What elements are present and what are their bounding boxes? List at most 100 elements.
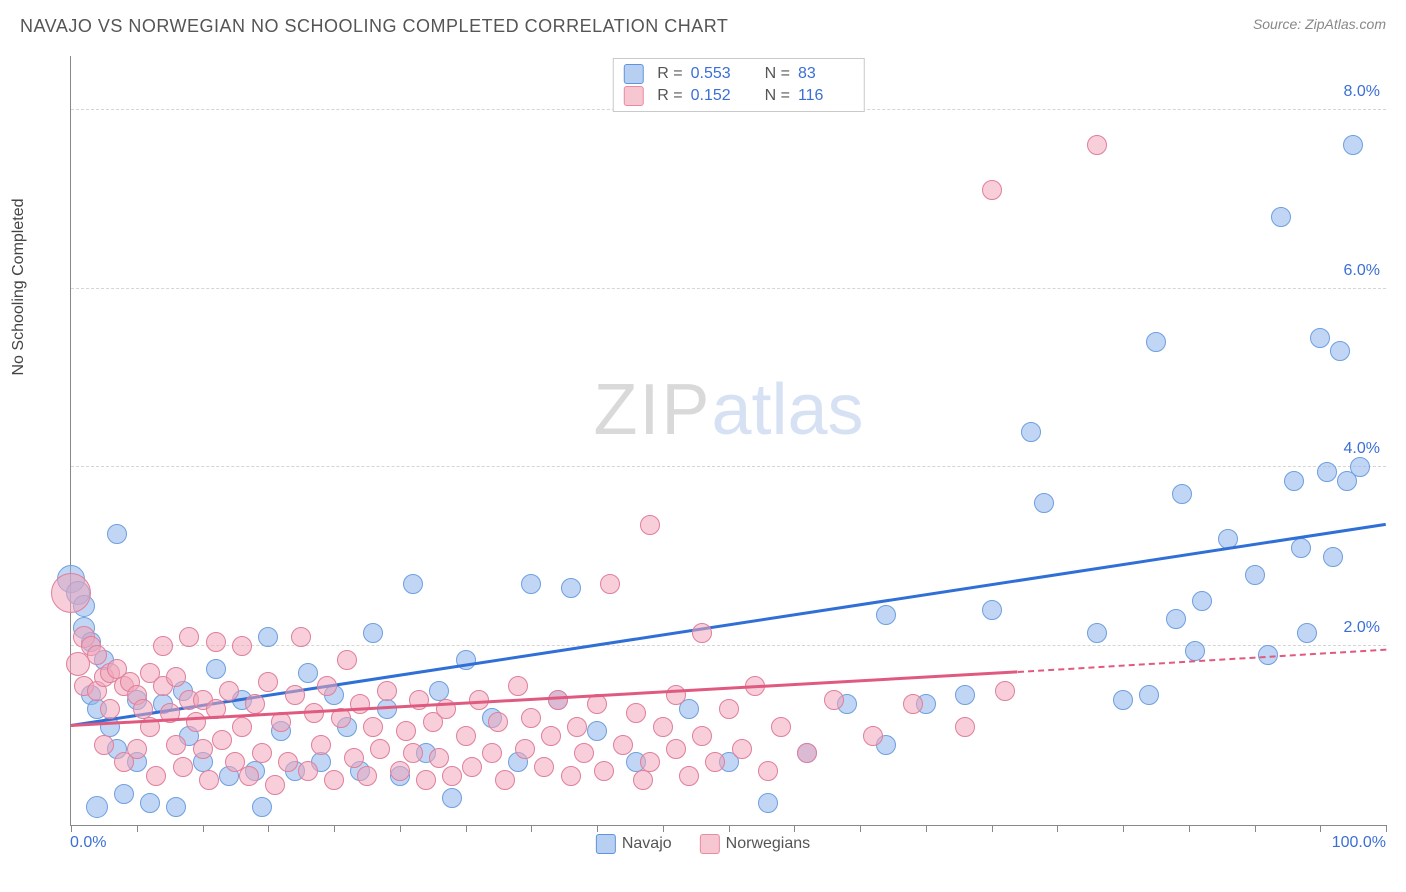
navajo-point: [1021, 422, 1041, 442]
legend-label: Norwegians: [726, 835, 810, 852]
norwegians-point: [692, 623, 712, 643]
x-tick: [1189, 825, 1190, 832]
x-tick: [860, 825, 861, 832]
x-tick: [1057, 825, 1058, 832]
norwegians-point: [324, 770, 344, 790]
navajo-point: [1323, 547, 1343, 567]
x-tick: [992, 825, 993, 832]
norwegians-point: [515, 739, 535, 759]
navajo-point: [1245, 565, 1265, 585]
norwegians-point: [377, 681, 397, 701]
navajo-point: [1113, 690, 1133, 710]
norwegians-point: [653, 717, 673, 737]
y-tick-label: 6.0%: [1344, 262, 1380, 280]
navajo-point: [1317, 462, 1337, 482]
x-tick: [1255, 825, 1256, 832]
norwegians-point: [245, 694, 265, 714]
navajo-point: [758, 793, 778, 813]
norwegians-point: [640, 752, 660, 772]
norwegians-point: [370, 739, 390, 759]
navajo-point: [403, 574, 423, 594]
series-legend: Navajo Norwegians: [596, 834, 810, 854]
legend-swatch: [623, 86, 643, 106]
navajo-point: [1034, 493, 1054, 513]
correlation-legend-row: R =0.553N =83: [621, 63, 856, 85]
norwegians-point: [350, 694, 370, 714]
y-tick-label: 8.0%: [1344, 83, 1380, 101]
norwegians-point: [462, 757, 482, 777]
navajo-point: [1284, 471, 1304, 491]
norwegians-point: [574, 743, 594, 763]
navajo-point: [1166, 609, 1186, 629]
x-tick: [1320, 825, 1321, 832]
norwegians-point: [995, 681, 1015, 701]
navajo-point: [521, 574, 541, 594]
norwegians-point: [66, 652, 90, 676]
norwegians-point: [206, 632, 226, 652]
gridline: [71, 288, 1386, 289]
norwegians-point: [285, 685, 305, 705]
norwegians-point: [982, 180, 1002, 200]
norwegians-point: [298, 761, 318, 781]
x-tick: [137, 825, 138, 832]
x-tick: [71, 825, 72, 832]
navajo-point: [107, 524, 127, 544]
legend-swatch: [596, 834, 616, 854]
navajo-point: [442, 788, 462, 808]
y-tick-label: 4.0%: [1344, 440, 1380, 458]
watermark: ZIPatlas: [593, 369, 863, 451]
navajo-point: [1330, 341, 1350, 361]
norwegians-point: [199, 770, 219, 790]
x-tick: [334, 825, 335, 832]
legend-swatch: [700, 834, 720, 854]
norwegians-point: [357, 766, 377, 786]
norwegians-point: [508, 676, 528, 696]
norwegians-point: [705, 752, 725, 772]
navajo-point: [1310, 328, 1330, 348]
navajo-point: [206, 659, 226, 679]
x-tick: [466, 825, 467, 832]
norwegians-point: [304, 703, 324, 723]
norwegians-point: [863, 726, 883, 746]
norwegians-point: [390, 761, 410, 781]
norwegians-point: [252, 743, 272, 763]
norwegians-point: [587, 694, 607, 714]
navajo-point: [1146, 332, 1166, 352]
norwegians-point: [317, 676, 337, 696]
chart-title: NAVAJO VS NORWEGIAN NO SCHOOLING COMPLET…: [20, 16, 728, 37]
norwegians-point: [548, 690, 568, 710]
norwegians-point: [193, 739, 213, 759]
norwegians-point: [521, 708, 541, 728]
r-value: 0.152: [691, 87, 747, 105]
legend-item: Navajo: [596, 834, 672, 854]
norwegians-point: [87, 645, 107, 665]
navajo-point: [258, 627, 278, 647]
x-tick: [597, 825, 598, 832]
n-value: 83: [798, 65, 854, 83]
n-label: N =: [765, 65, 790, 83]
norwegians-point: [179, 627, 199, 647]
source-name: ZipAtlas.com: [1305, 16, 1386, 32]
x-tick: [663, 825, 664, 832]
navajo-point: [114, 784, 134, 804]
x-axis-min-label: 0.0%: [70, 834, 106, 852]
navajo-point: [1139, 685, 1159, 705]
y-tick-label: 2.0%: [1344, 619, 1380, 637]
norwegians-point: [561, 766, 581, 786]
legend-label: Navajo: [622, 835, 672, 852]
norwegians-point: [166, 667, 186, 687]
norwegians-point: [567, 717, 587, 737]
norwegians-point: [403, 743, 423, 763]
norwegians-point: [666, 739, 686, 759]
norwegians-point: [541, 726, 561, 746]
source-label: Source: ZipAtlas.com: [1253, 16, 1386, 32]
norwegians-point: [797, 743, 817, 763]
n-label: N =: [765, 87, 790, 105]
navajo-point: [1271, 207, 1291, 227]
navajo-point: [1087, 623, 1107, 643]
norwegians-point: [232, 636, 252, 656]
norwegians-point: [692, 726, 712, 746]
source-prefix: Source:: [1253, 16, 1305, 32]
n-value: 116: [798, 87, 854, 105]
norwegians-point: [732, 739, 752, 759]
